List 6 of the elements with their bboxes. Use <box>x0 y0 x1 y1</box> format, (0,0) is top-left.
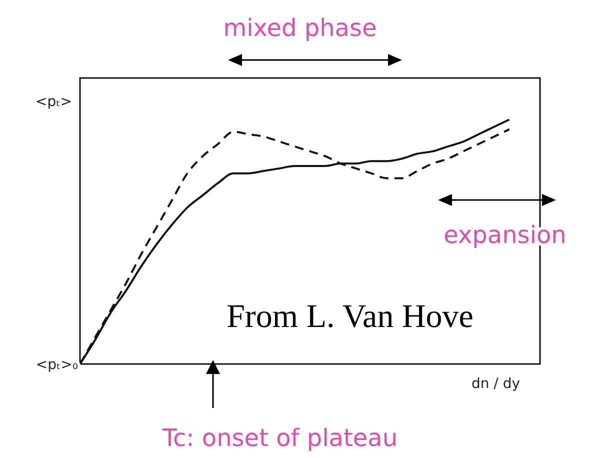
y-axis-title: <pₜ> <box>36 94 72 110</box>
annotation: From L. Van Hove <box>226 299 474 335</box>
x-axis-title: dn / dy <box>471 376 520 392</box>
text: <pₜ>₀ <box>36 357 78 373</box>
text: mixed phase <box>223 14 377 42</box>
text: Tc: onset of plateau <box>161 424 398 452</box>
